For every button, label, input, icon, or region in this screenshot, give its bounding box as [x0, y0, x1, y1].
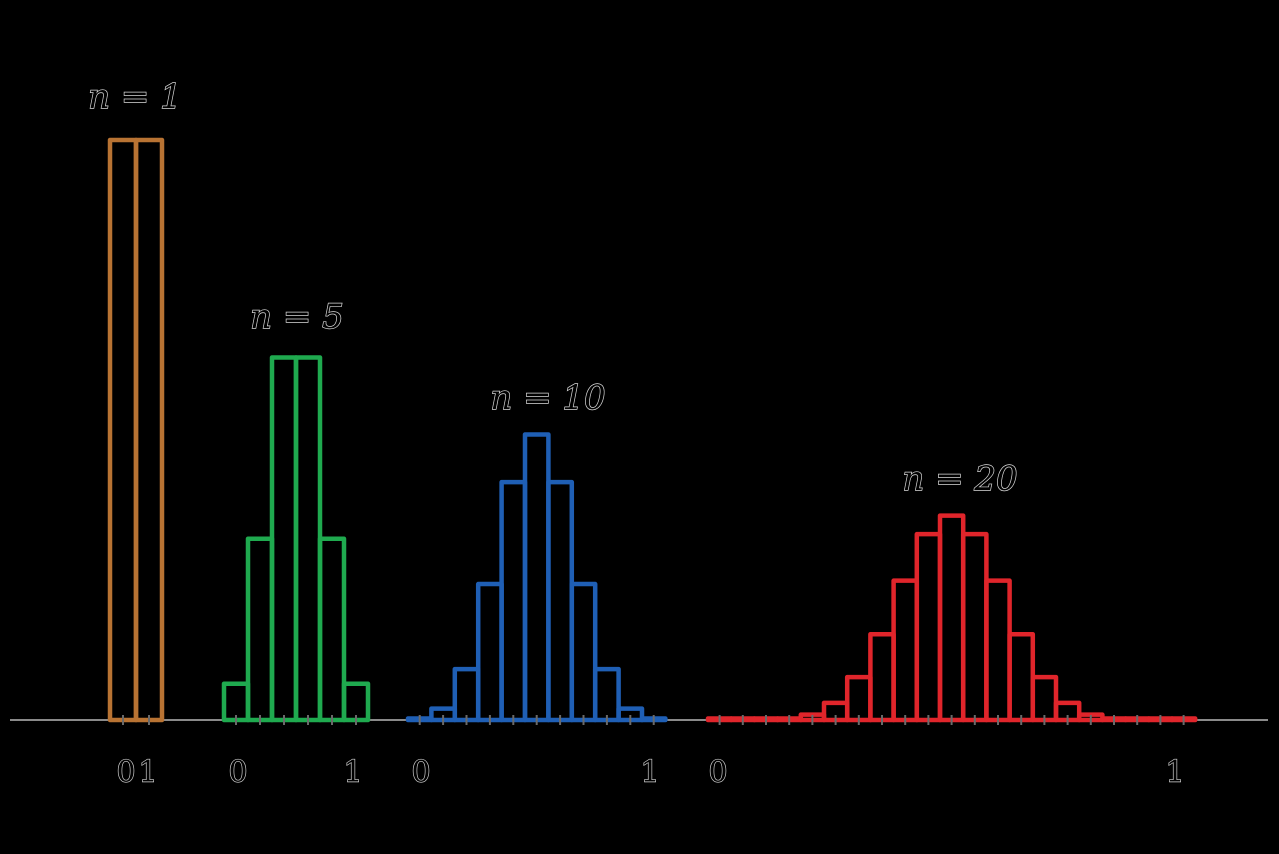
tick-label-0: 0: [708, 755, 727, 790]
panel-0: n = 1 0 1: [87, 76, 182, 790]
bar: [341, 681, 371, 723]
bar: [269, 355, 299, 723]
bar: [937, 513, 966, 723]
bar: [499, 479, 528, 723]
bar: [221, 681, 251, 723]
bar: [984, 578, 1012, 723]
bar: [960, 531, 989, 723]
bar: [914, 531, 943, 723]
bar: [522, 432, 551, 723]
tick-label-1: 1: [138, 755, 157, 790]
bar: [592, 666, 621, 723]
bar: [844, 674, 873, 723]
panel-2: n = 10 0 1: [405, 377, 668, 791]
panel-title: n = 20: [902, 459, 1017, 499]
bar: [317, 536, 347, 723]
bar: [293, 355, 323, 723]
tick-label-0: 0: [411, 755, 430, 790]
tick-label-1: 1: [1165, 755, 1184, 790]
bar: [245, 536, 275, 723]
bar: [546, 479, 575, 723]
bar: [569, 581, 598, 723]
bar: [868, 632, 896, 723]
panel-title: n = 5: [250, 297, 344, 337]
bar: [107, 137, 139, 723]
bar: [133, 137, 165, 723]
panel-3: n = 20 0 1: [705, 458, 1198, 791]
panel-title: n = 1: [88, 77, 182, 117]
panel-1: n = 5 0 1: [221, 296, 371, 791]
bar: [891, 578, 920, 723]
panel-title: n = 10: [490, 378, 605, 418]
tick-label-1: 1: [343, 755, 362, 790]
bar: [452, 666, 481, 723]
tick-label-0: 0: [116, 755, 135, 790]
bar: [1007, 632, 1036, 723]
tick-label-0: 0: [228, 755, 247, 790]
bar: [1030, 674, 1059, 723]
bar: [475, 581, 504, 723]
tick-label-1: 1: [640, 755, 659, 790]
